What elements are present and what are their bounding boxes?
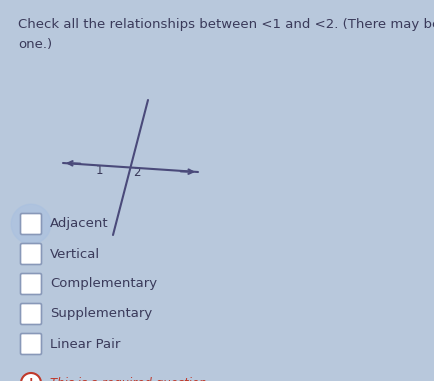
Text: Supplementary: Supplementary [50, 307, 152, 320]
Text: Linear Pair: Linear Pair [50, 338, 120, 351]
Text: Complementary: Complementary [50, 277, 157, 290]
Text: !: ! [29, 378, 33, 381]
FancyBboxPatch shape [20, 213, 41, 234]
Circle shape [11, 204, 51, 244]
FancyBboxPatch shape [20, 304, 41, 325]
FancyBboxPatch shape [20, 274, 41, 295]
Text: This is a required question: This is a required question [50, 376, 206, 381]
Text: Vertical: Vertical [50, 248, 100, 261]
Circle shape [21, 373, 41, 381]
FancyBboxPatch shape [20, 333, 41, 354]
FancyBboxPatch shape [20, 243, 41, 264]
Text: Check all the relationships between <1 and <2. (There may be more than: Check all the relationships between <1 a… [18, 18, 434, 31]
Text: 1: 1 [95, 163, 103, 176]
Text: Adjacent: Adjacent [50, 218, 108, 231]
Text: one.): one.) [18, 38, 52, 51]
Text: 2: 2 [133, 165, 140, 179]
